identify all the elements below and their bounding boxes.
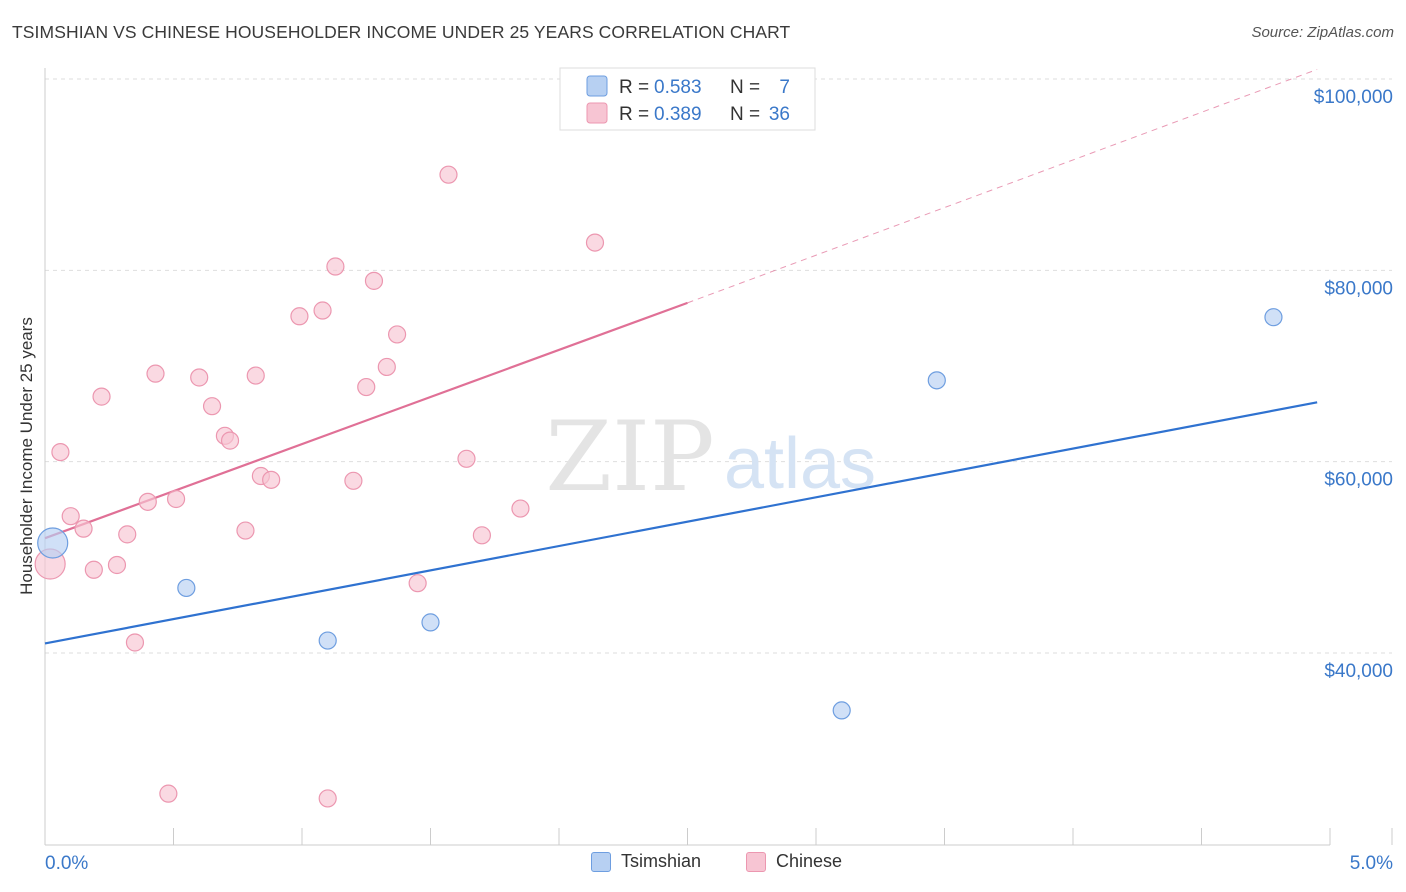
point-chinese-6 <box>107 555 127 575</box>
y-tick-label-1: $60,000 <box>1324 470 1393 491</box>
point-chinese-28 <box>377 357 396 377</box>
point-chinese-22 <box>313 301 332 320</box>
point-chinese-27 <box>364 271 384 290</box>
bottom-legend-item-chinese: Chinese <box>746 851 842 872</box>
point-chinese-21 <box>290 307 309 326</box>
point-chinese-18 <box>246 366 265 385</box>
chart-title: TSIMSHIAN VS CHINESE HOUSEHOLDER INCOME … <box>12 22 791 42</box>
bottom-legend-item-tsimshian: Tsimshian <box>591 851 701 872</box>
point-chinese-8 <box>125 633 145 652</box>
point-chinese-17 <box>236 521 255 540</box>
point-chinese-4 <box>84 560 103 579</box>
point-tsimshian-3 <box>421 613 440 632</box>
point-chinese-35 <box>585 233 605 252</box>
axes <box>44 68 1393 846</box>
watermark: ZIP atlas <box>545 401 876 513</box>
legend-n-value-1: 36 <box>769 104 790 125</box>
trend-line-tsimshian <box>44 401 1318 645</box>
point-chinese-31 <box>439 165 458 184</box>
point-chinese-13 <box>190 368 209 387</box>
legend-r-label-0: R = <box>619 77 649 98</box>
point-tsimshian-6 <box>1264 308 1283 327</box>
watermark-atlas: atlas <box>724 424 876 504</box>
point-tsimshian-1 <box>177 578 196 598</box>
legend-r-value-0: 0.583 <box>654 77 702 98</box>
x-tick-label-1: 5.0% <box>1350 853 1393 874</box>
point-chinese-11 <box>159 784 178 803</box>
point-chinese-1 <box>51 443 70 462</box>
point-chinese-32 <box>457 449 476 468</box>
point-chinese-23 <box>318 789 337 808</box>
bottom-legend: Tsimshian Chinese <box>0 851 1406 881</box>
y-tick-label-3: $100,000 <box>1314 87 1393 108</box>
point-chinese-3 <box>74 519 93 538</box>
watermark-zip: ZIP <box>545 401 714 513</box>
legend-swatch-chinese <box>586 102 608 124</box>
y-tick-labels: $40,000 $60,000 $80,000 $100,000 <box>1314 87 1393 682</box>
point-chinese-26 <box>357 377 376 397</box>
grid-lines <box>45 78 1392 654</box>
point-chinese-34 <box>511 499 530 518</box>
point-chinese-16 <box>220 431 240 450</box>
point-tsimshian-5 <box>927 371 946 390</box>
point-chinese-24 <box>326 257 345 276</box>
point-chinese-25 <box>344 471 363 490</box>
x-tick-label-0: 0.0% <box>45 853 88 874</box>
bottom-legend-swatch-chinese <box>746 851 766 872</box>
point-chinese-12 <box>166 489 186 509</box>
y-tick-label-0: $40,000 <box>1324 661 1393 682</box>
point-chinese-30 <box>408 574 427 593</box>
bottom-legend-label-tsimshian: Tsimshian <box>621 851 702 871</box>
legend-n-label-0: N = <box>730 77 760 98</box>
point-chinese-2 <box>61 507 80 526</box>
point-tsimshian-2 <box>318 631 337 650</box>
legend-n-value-0: 7 <box>779 77 790 98</box>
point-chinese-20 <box>262 470 281 489</box>
point-tsimshian-0 <box>37 527 69 559</box>
bottom-legend-swatch-tsimshian <box>591 851 611 872</box>
legend-n-label-1: N = <box>730 104 760 125</box>
point-chinese-10 <box>146 364 165 383</box>
point-chinese-9 <box>138 492 157 511</box>
legend-r-value-1: 0.389 <box>654 104 702 125</box>
point-tsimshian-4 <box>832 701 851 720</box>
trend-lines <box>44 68 1318 645</box>
point-chinese-29 <box>387 325 407 344</box>
x-tick-labels: 0.0% 5.0% <box>45 853 1393 874</box>
y-tick-label-2: $80,000 <box>1324 278 1393 299</box>
trend-extension-chinese <box>687 68 1318 304</box>
bottom-legend-label-chinese: Chinese <box>776 851 843 871</box>
legend-swatch-tsimshian <box>586 75 608 97</box>
point-chinese-7 <box>118 525 137 544</box>
point-chinese-14 <box>202 397 222 416</box>
point-chinese-33 <box>472 526 491 545</box>
legend-box: R = 0.583 N = 7 R = 0.389 N = 36 <box>559 67 816 131</box>
y-axis-label: Householder Income Under 25 years <box>17 317 36 595</box>
source-label: Source: ZipAtlas.com <box>1251 24 1394 41</box>
legend-r-label-1: R = <box>619 104 649 125</box>
point-chinese-5 <box>92 387 111 406</box>
data-points <box>34 165 1283 808</box>
